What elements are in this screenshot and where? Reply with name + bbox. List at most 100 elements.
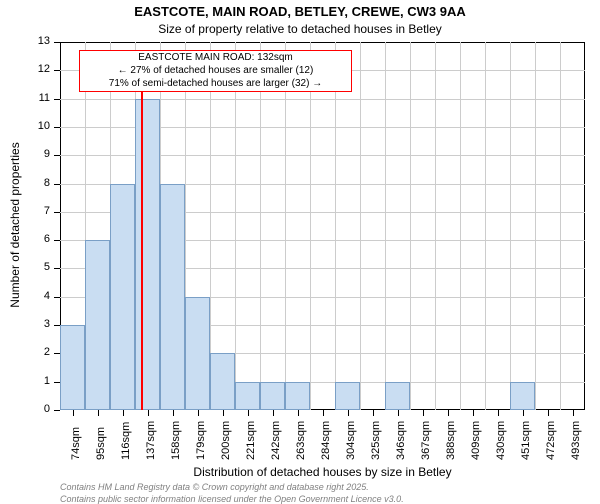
histogram-bar: [510, 382, 535, 410]
y-tick: [54, 410, 60, 411]
histogram-bar: [235, 382, 260, 410]
gridline-v: [410, 42, 411, 410]
gridline-v: [235, 42, 236, 410]
x-tick: [298, 410, 299, 416]
x-tick: [173, 410, 174, 416]
x-tick-label: 221sqm: [245, 421, 257, 460]
x-tick: [573, 410, 574, 416]
gridline-v: [335, 42, 336, 410]
chart-title-line2: Size of property relative to detached ho…: [0, 22, 600, 36]
y-tick-label: 10: [30, 120, 50, 132]
y-tick-label: 13: [30, 35, 50, 47]
y-axis-label: Number of detached properties: [8, 25, 22, 425]
y-tick: [54, 297, 60, 298]
x-tick: [223, 410, 224, 416]
x-tick-label: 200sqm: [220, 421, 232, 460]
histogram-bar: [210, 353, 235, 410]
y-tick-label: 0: [30, 403, 50, 415]
x-tick: [373, 410, 374, 416]
gridline-v: [310, 42, 311, 410]
x-tick-label: 158sqm: [170, 421, 182, 460]
infobox-line1: EASTCOTE MAIN ROAD: 132sqm: [80, 51, 351, 64]
y-tick-label: 1: [30, 375, 50, 387]
histogram-bar: [85, 240, 110, 410]
x-tick: [473, 410, 474, 416]
x-tick-label: 409sqm: [470, 421, 482, 460]
footnote-line2: Contains public sector information licen…: [60, 494, 404, 504]
x-tick-label: 346sqm: [395, 421, 407, 460]
x-tick-label: 367sqm: [420, 421, 432, 460]
x-tick: [548, 410, 549, 416]
x-tick-label: 493sqm: [570, 421, 582, 460]
x-tick: [348, 410, 349, 416]
y-tick-label: 11: [30, 92, 50, 104]
x-tick: [198, 410, 199, 416]
gridline-v: [510, 42, 511, 410]
gridline-v: [535, 42, 536, 410]
y-tick: [54, 70, 60, 71]
x-tick-label: 242sqm: [270, 421, 282, 460]
x-tick: [248, 410, 249, 416]
gridline-v: [485, 42, 486, 410]
y-tick: [54, 240, 60, 241]
marker-line: [141, 92, 143, 410]
gridline-v: [260, 42, 261, 410]
x-tick-label: 95sqm: [95, 427, 107, 460]
y-tick-label: 7: [30, 205, 50, 217]
x-tick: [323, 410, 324, 416]
chart-title-line1: EASTCOTE, MAIN ROAD, BETLEY, CREWE, CW3 …: [0, 4, 600, 19]
y-tick: [54, 184, 60, 185]
gridline-v: [285, 42, 286, 410]
y-tick-label: 5: [30, 261, 50, 273]
x-tick: [148, 410, 149, 416]
y-tick-label: 6: [30, 233, 50, 245]
histogram-bar: [60, 325, 85, 410]
histogram-bar: [335, 382, 360, 410]
x-tick: [73, 410, 74, 416]
histogram-bar: [135, 99, 160, 410]
histogram-bar: [160, 184, 185, 410]
x-tick-label: 284sqm: [320, 421, 332, 460]
x-tick-label: 137sqm: [145, 421, 157, 460]
y-tick-label: 8: [30, 177, 50, 189]
gridline-v: [560, 42, 561, 410]
x-tick: [123, 410, 124, 416]
gridline-v: [360, 42, 361, 410]
y-tick: [54, 99, 60, 100]
x-tick: [398, 410, 399, 416]
y-tick: [54, 212, 60, 213]
x-tick-label: 263sqm: [295, 421, 307, 460]
x-tick: [523, 410, 524, 416]
x-tick-label: 430sqm: [495, 421, 507, 460]
x-axis-label: Distribution of detached houses by size …: [60, 465, 585, 479]
x-tick-label: 325sqm: [370, 421, 382, 460]
x-tick-label: 388sqm: [445, 421, 457, 460]
x-tick-label: 304sqm: [345, 421, 357, 460]
y-tick: [54, 268, 60, 269]
histogram-bar: [385, 382, 410, 410]
x-tick: [448, 410, 449, 416]
x-tick: [98, 410, 99, 416]
x-tick: [423, 410, 424, 416]
y-tick: [54, 127, 60, 128]
gridline-v: [385, 42, 386, 410]
histogram-bar: [260, 382, 285, 410]
chart-root: { "chart": { "type": "histogram", "title…: [0, 0, 600, 500]
y-tick-label: 4: [30, 290, 50, 302]
x-tick-label: 116sqm: [120, 422, 132, 460]
y-tick-label: 3: [30, 318, 50, 330]
y-tick-label: 9: [30, 148, 50, 160]
x-tick: [273, 410, 274, 416]
marker-info-box: EASTCOTE MAIN ROAD: 132sqm ← 27% of deta…: [79, 50, 352, 92]
histogram-bar: [185, 297, 210, 410]
histogram-bar: [110, 184, 135, 410]
gridline-v: [435, 42, 436, 410]
histogram-bar: [285, 382, 310, 410]
x-tick-label: 472sqm: [545, 421, 557, 460]
gridline-v: [460, 42, 461, 410]
x-tick: [498, 410, 499, 416]
y-tick: [54, 155, 60, 156]
y-tick: [54, 42, 60, 43]
y-tick-label: 2: [30, 346, 50, 358]
x-tick-label: 74sqm: [70, 427, 82, 460]
